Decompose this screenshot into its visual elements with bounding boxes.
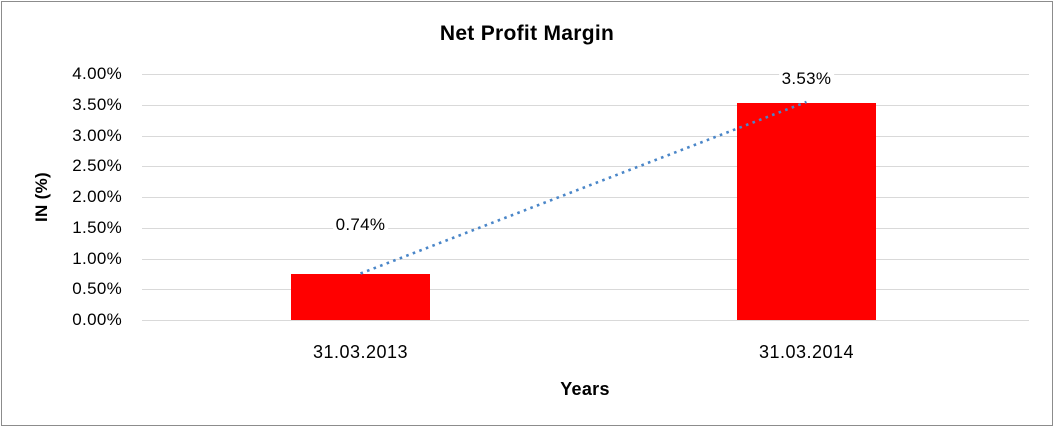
gridline [142,74,1029,75]
gridline [142,166,1029,168]
gridline [142,197,1029,198]
y-tick-label: 0.50% [72,279,122,299]
x-tick-label: 31.03.2013 [312,342,409,362]
x-axis-title: Years [560,379,610,399]
y-tick-label: 2.00% [72,187,122,206]
bar-31.03.2014 [737,102,876,320]
gridline [142,320,1029,321]
chart-title: Net Profit Margin [439,22,615,45]
gridline [142,135,1029,137]
gridline [142,289,1029,291]
y-tick-label: 3.50% [72,94,122,114]
y-tick-label: 1.50% [72,217,122,237]
x-tick-label: 31.03.2014 [758,342,855,362]
gridline [142,258,1029,260]
data-label: 0.74% [332,216,389,234]
y-tick-label: 1.00% [72,248,122,268]
y-tick-label: 2.50% [72,156,122,176]
gridline [142,104,1029,106]
gridline [142,227,1029,229]
data-label: 3.53% [778,70,835,88]
y-tick-label: 4.00% [72,64,122,83]
bar-31.03.2013 [291,274,430,320]
y-tick-label: 3.00% [72,125,122,145]
y-tick-label: 0.00% [72,310,122,329]
